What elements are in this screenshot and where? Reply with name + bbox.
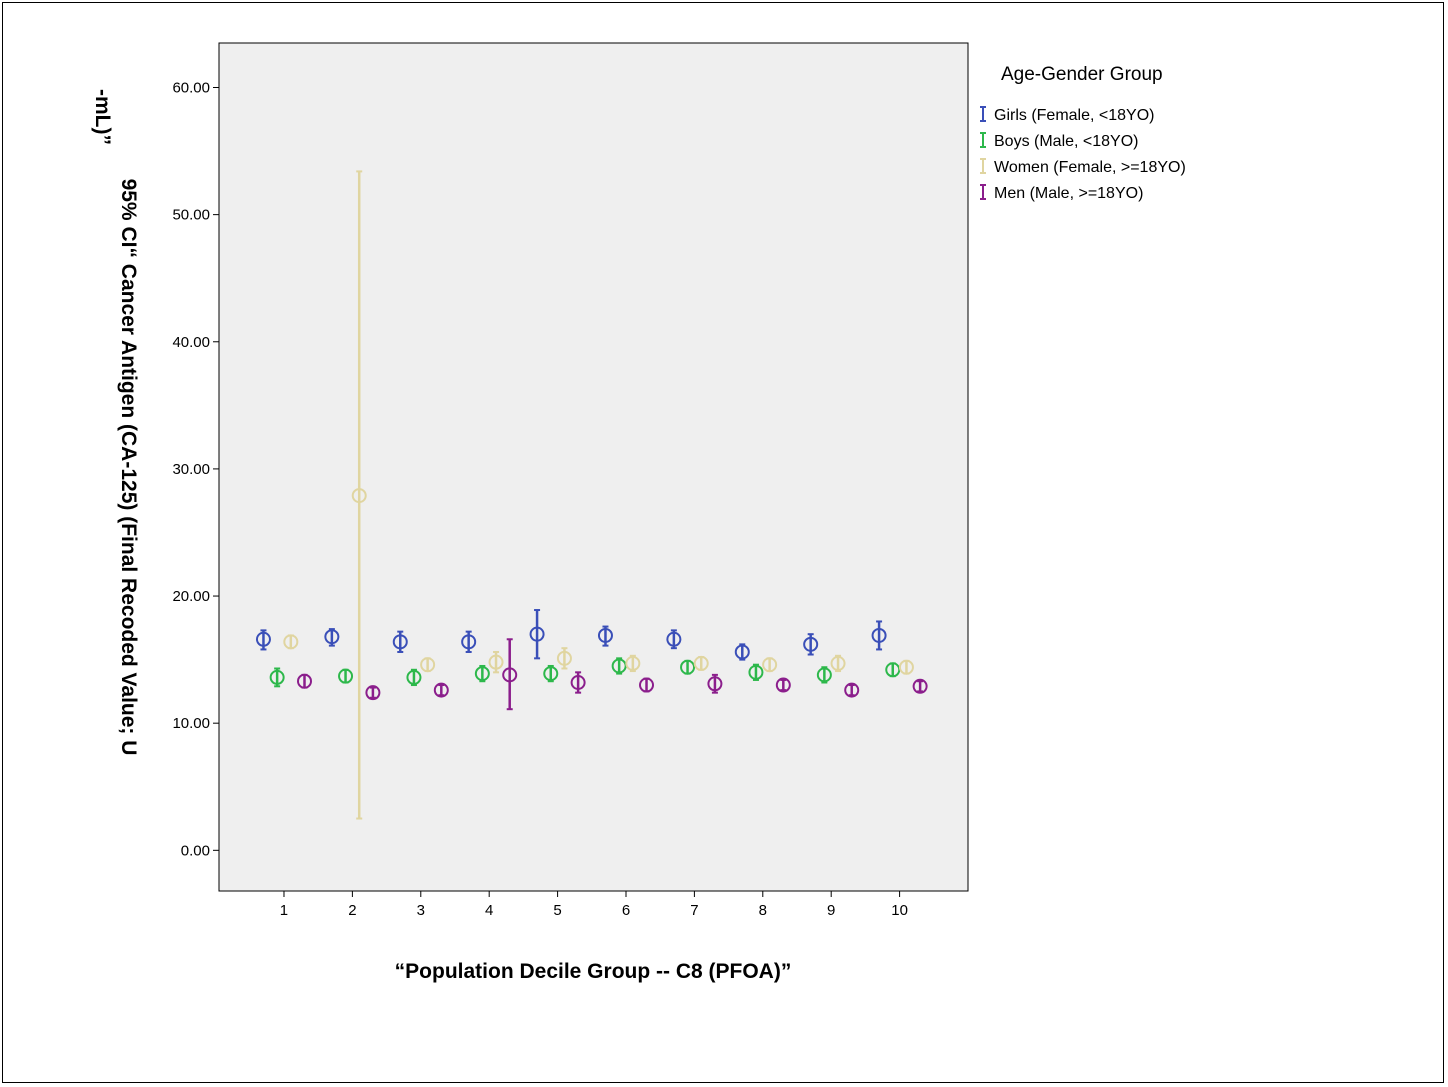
legend-label: Women (Female, >=18YO): [994, 159, 1186, 176]
x-axis: 1 2 3 4 5 6 7 8 9 10: [280, 891, 908, 919]
legend-label: Girls (Female, <18YO): [994, 107, 1154, 124]
x-tick-label: 9: [827, 902, 835, 919]
mean-point: [625, 655, 641, 671]
plot-area: [218, 42, 969, 892]
legend-label: Men (Male, >=18YO): [994, 185, 1143, 202]
mean-point: [748, 664, 764, 680]
mean-point: [406, 669, 422, 685]
mean-point: [680, 659, 696, 675]
legend-item-2: Boys (Male, <18YO): [980, 132, 1139, 150]
mean-point: [324, 629, 340, 645]
x-tick-label: 7: [690, 902, 698, 919]
mean-point: [461, 634, 477, 650]
mean-point: [816, 667, 832, 683]
legend-item-1: Girls (Female, <18YO): [980, 106, 1154, 124]
mean-point: [639, 677, 655, 693]
mean-point: [775, 677, 791, 693]
y-tick-label: 20.00: [172, 588, 210, 605]
mean-point: [365, 685, 381, 701]
mean-point: [830, 655, 846, 671]
series-4: [297, 638, 928, 711]
error-bar-chart: 0.00 10.00 20.00 30.00 40.00 50.00 60.00 1 2 3 4 5…: [91, 42, 1186, 983]
mean-point: [433, 682, 449, 698]
y-axis-title: 95% CI“ Cancer Antigen (CA-125) (Final R…: [91, 89, 140, 755]
mean-point: [707, 676, 723, 692]
mean-point: [871, 627, 887, 643]
x-tick-label: 4: [485, 902, 493, 919]
mean-point: [844, 682, 860, 698]
mean-point: [543, 666, 559, 682]
legend-label: Boys (Male, <18YO): [994, 133, 1139, 150]
legend: Age-Gender Group Girls (Female, <18YO) Bo…: [980, 64, 1186, 202]
x-tick-label: 2: [348, 902, 356, 919]
legend-item-3: Women (Female, >=18YO): [980, 158, 1186, 176]
x-axis-title: “Population Decile Group -- C8 (PFOA)”: [395, 960, 792, 983]
mean-point: [803, 636, 819, 652]
x-tick-label: 10: [891, 902, 908, 919]
y-axis-title-line2: -mL)”: [91, 89, 114, 145]
mean-point: [351, 488, 367, 504]
mean-point: [529, 626, 545, 642]
mean-point: [420, 657, 436, 673]
mean-point: [762, 657, 778, 673]
mean-point: [392, 634, 408, 650]
mean-point: [474, 666, 490, 682]
y-tick-label: 50.00: [172, 207, 210, 224]
mean-point: [912, 678, 928, 694]
mean-point: [269, 669, 285, 685]
mean-point: [666, 631, 682, 647]
y-tick-label: 0.00: [181, 842, 210, 859]
y-tick-label: 30.00: [172, 461, 210, 478]
x-tick-label: 8: [759, 902, 767, 919]
legend-title: Age-Gender Group: [1001, 64, 1163, 85]
mean-point: [502, 667, 518, 683]
mean-point: [898, 659, 914, 675]
mean-point: [734, 644, 750, 660]
legend-item-4: Men (Male, >=18YO): [980, 184, 1143, 202]
mean-point: [338, 668, 354, 684]
data-marks: [255, 170, 928, 820]
y-axis: 0.00 10.00 20.00 30.00 40.00 50.00 60.00: [172, 79, 219, 859]
series-2: [269, 657, 901, 688]
y-tick-label: 60.00: [172, 79, 210, 96]
mean-point: [556, 650, 572, 666]
series-1: [255, 609, 887, 661]
x-tick-label: 6: [622, 902, 630, 919]
mean-point: [488, 654, 504, 670]
mean-point: [597, 627, 613, 643]
y-axis-title-line1: 95% CI“ Cancer Antigen (CA-125) (Final R…: [117, 179, 140, 756]
mean-point: [255, 631, 271, 647]
x-tick-label: 5: [553, 902, 561, 919]
y-tick-label: 10.00: [172, 715, 210, 732]
mean-point: [693, 655, 709, 671]
x-tick-label: 3: [417, 902, 425, 919]
mean-point: [283, 634, 299, 650]
mean-point: [885, 662, 901, 678]
mean-point: [611, 658, 627, 674]
series-3: [283, 170, 914, 820]
mean-point: [297, 673, 313, 689]
x-tick-label: 1: [280, 902, 288, 919]
mean-point: [570, 674, 586, 690]
y-tick-label: 40.00: [172, 334, 210, 351]
